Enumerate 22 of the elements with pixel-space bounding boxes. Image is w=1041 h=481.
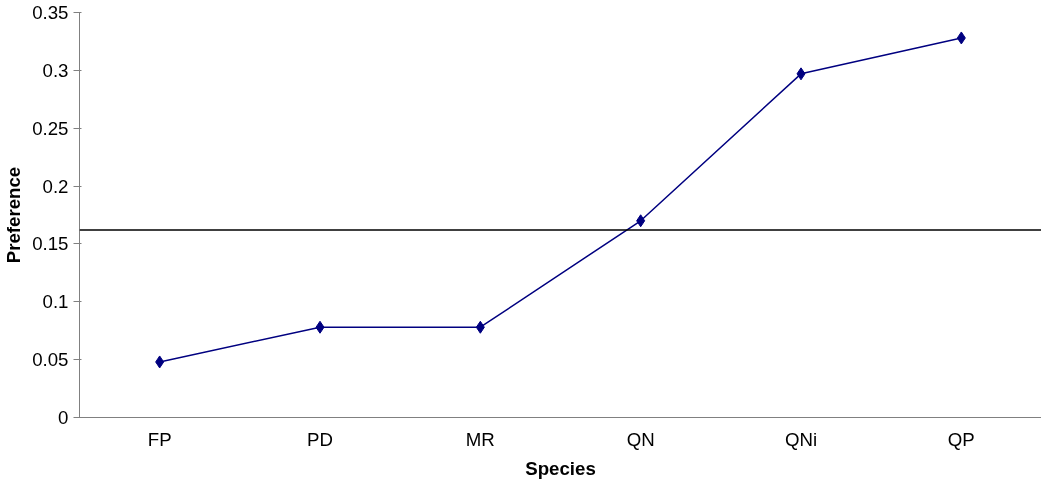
y-tick-label: 0 — [58, 407, 69, 428]
point — [796, 67, 806, 81]
y-axis-title: Preference — [3, 166, 25, 264]
y-tick-label: 0.05 — [32, 349, 69, 371]
y-tick-label: 0.2 — [42, 175, 69, 197]
y-tick-label: 0.25 — [32, 117, 69, 139]
y-tick-label: 0.35 — [32, 2, 69, 23]
point — [155, 355, 165, 369]
point — [956, 31, 966, 45]
y-tick-label: 0.1 — [42, 291, 69, 313]
y-tick-label: 0.3 — [42, 59, 69, 81]
point — [475, 320, 485, 334]
x-tick-label: QNi — [784, 428, 818, 450]
point — [315, 320, 325, 334]
x-tick-label: MR — [465, 428, 495, 450]
x-tick-label: QN — [626, 428, 655, 450]
x-tick-label: QP — [947, 428, 975, 450]
x-tick-label: FP — [147, 428, 172, 450]
x-axis-title: Species — [525, 457, 596, 479]
x-tick-label: PD — [307, 428, 333, 450]
point — [636, 214, 646, 228]
y-tick-label: 0.15 — [32, 233, 69, 255]
